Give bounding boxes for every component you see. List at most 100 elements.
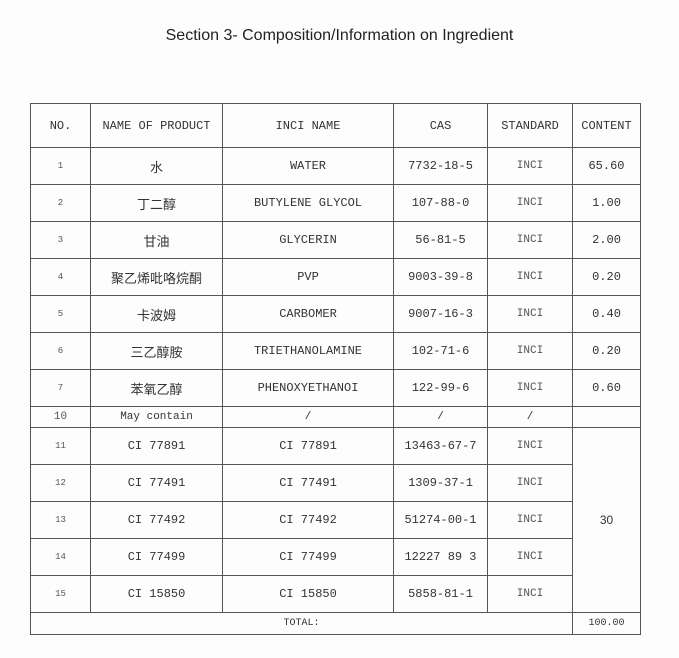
- cell-cas: /: [393, 406, 488, 428]
- table-row: 12 CI 77491 CI 77491 1309-37-1 INCI: [30, 464, 641, 502]
- cell-standard: INCI: [487, 501, 573, 539]
- header-standard: STANDARD: [487, 103, 573, 148]
- table-row: 14 CI 77499 CI 77499 12227 89 3 INCI: [30, 538, 641, 576]
- cell-cas: 7732-18-5: [393, 147, 488, 185]
- cell-cas: 13463-67-7: [393, 427, 488, 465]
- cell-product-name: May contain: [90, 406, 223, 428]
- total-row: TOTAL: 100.00: [30, 612, 641, 635]
- cell-product-name: 丁二醇: [90, 184, 223, 222]
- cell-content: 0.40: [572, 295, 641, 333]
- cell-product-name: CI 77491: [90, 464, 223, 502]
- cell-no: 6: [30, 332, 91, 370]
- cell-cas: 9007-16-3: [393, 295, 488, 333]
- cell-cas: 56-81-5: [393, 221, 488, 259]
- cell-standard: /: [487, 406, 573, 428]
- cell-cas: 122-99-6: [393, 369, 488, 407]
- cell-product-name: CI 15850: [90, 575, 223, 613]
- cell-no: 3: [30, 221, 91, 259]
- cell-product-name: 三乙醇胺: [90, 332, 223, 370]
- cell-no: 12: [30, 464, 91, 502]
- header-name: NAME OF PRODUCT: [90, 103, 223, 148]
- cell-product-name: CI 77499: [90, 538, 223, 576]
- cell-cas: 51274-00-1: [393, 501, 488, 539]
- cell-content: 0.60: [572, 369, 641, 407]
- table-row: 1 水 WATER 7732-18-5 INCI 65.60: [30, 147, 641, 185]
- cell-no: 5: [30, 295, 91, 333]
- cell-standard: INCI: [487, 184, 573, 222]
- composition-table: NO. NAME OF PRODUCT INCI NAME CAS STANDA…: [30, 103, 641, 635]
- table-row: 15 CI 15850 CI 15850 5858-81-1 INCI: [30, 575, 641, 613]
- cell-no: 10: [30, 406, 91, 428]
- cell-colorants-content: 30: [572, 427, 641, 613]
- cell-content: 1.00: [572, 184, 641, 222]
- header-no: NO.: [30, 103, 91, 148]
- cell-standard: INCI: [487, 464, 573, 502]
- cell-no: 11: [30, 427, 91, 465]
- cell-inci-name: CI 15850: [222, 575, 394, 613]
- cell-product-name: CI 77492: [90, 501, 223, 539]
- cell-product-name: 卡波姆: [90, 295, 223, 333]
- cell-inci-name: TRIETHANOLAMINE: [222, 332, 394, 370]
- cell-no: 7: [30, 369, 91, 407]
- header-content: CONTENT: [572, 103, 641, 148]
- cell-standard: INCI: [487, 575, 573, 613]
- header-row: NO. NAME OF PRODUCT INCI NAME CAS STANDA…: [30, 103, 641, 148]
- cell-no: 1: [30, 147, 91, 185]
- header-cas: CAS: [393, 103, 488, 148]
- cell-content: 0.20: [572, 332, 641, 370]
- cell-no: 13: [30, 501, 91, 539]
- table-row: 2 丁二醇 BUTYLENE GLYCOL 107-88-0 INCI 1.00: [30, 184, 641, 222]
- cell-inci-name: CI 77499: [222, 538, 394, 576]
- cell-inci-name: CI 77891: [222, 427, 394, 465]
- cell-product-name: 甘油: [90, 221, 223, 259]
- table-row: 4 聚乙烯吡咯烷酮 PVP 9003-39-8 INCI 0.20: [30, 258, 641, 296]
- cell-content: 0.20: [572, 258, 641, 296]
- section-title: Section 3- Composition/Information on In…: [165, 27, 514, 44]
- cell-inci-name: WATER: [222, 147, 394, 185]
- cell-inci-name: GLYCERIN: [222, 221, 394, 259]
- cell-inci-name: CARBOMER: [222, 295, 394, 333]
- cell-inci-name: /: [222, 406, 394, 428]
- cell-inci-name: CI 77492: [222, 501, 394, 539]
- table-row: 5 卡波姆 CARBOMER 9007-16-3 INCI 0.40: [30, 295, 641, 333]
- cell-standard: INCI: [487, 427, 573, 465]
- cell-no: 2: [30, 184, 91, 222]
- cell-standard: INCI: [487, 369, 573, 407]
- cell-inci-name: PHENOXYETHANOI: [222, 369, 394, 407]
- table-row: 7 苯氧乙醇 PHENOXYETHANOI 122-99-6 INCI 0.60: [30, 369, 641, 407]
- header-inci: INCI NAME: [222, 103, 394, 148]
- cell-content: 2.00: [572, 221, 641, 259]
- cell-standard: INCI: [487, 221, 573, 259]
- total-value: 100.00: [572, 612, 641, 635]
- table-row: 3 甘油 GLYCERIN 56-81-5 INCI 2.00: [30, 221, 641, 259]
- cell-standard: INCI: [487, 295, 573, 333]
- cell-standard: INCI: [487, 332, 573, 370]
- table-row: 11 CI 77891 CI 77891 13463-67-7 INCI 30: [30, 427, 641, 613]
- cell-standard: INCI: [487, 147, 573, 185]
- cell-standard: INCI: [487, 258, 573, 296]
- cell-no: 15: [30, 575, 91, 613]
- cell-product-name: 水: [90, 147, 223, 185]
- cell-product-name: 苯氧乙醇: [90, 369, 223, 407]
- cell-standard: INCI: [487, 538, 573, 576]
- cell-no: 14: [30, 538, 91, 576]
- cell-cas: 102-71-6: [393, 332, 488, 370]
- cell-cas: 9003-39-8: [393, 258, 488, 296]
- cell-inci-name: BUTYLENE GLYCOL: [222, 184, 394, 222]
- cell-content: 65.60: [572, 147, 641, 185]
- cell-cas: 1309-37-1: [393, 464, 488, 502]
- table-row: 6 三乙醇胺 TRIETHANOLAMINE 102-71-6 INCI 0.20: [30, 332, 641, 370]
- cell-inci-name: PVP: [222, 258, 394, 296]
- cell-no: 4: [30, 258, 91, 296]
- cell-product-name: CI 77891: [90, 427, 223, 465]
- cell-product-name: 聚乙烯吡咯烷酮: [90, 258, 223, 296]
- table-row: 13 CI 77492 CI 77492 51274-00-1 INCI: [30, 501, 641, 539]
- cell-content-empty: [572, 406, 641, 428]
- cell-cas: 107-88-0: [393, 184, 488, 222]
- may-contain-row: 10 May contain / / /: [30, 406, 641, 428]
- cell-cas: 12227 89 3: [393, 538, 488, 576]
- total-label: TOTAL:: [30, 612, 573, 635]
- cell-cas: 5858-81-1: [393, 575, 488, 613]
- cell-inci-name: CI 77491: [222, 464, 394, 502]
